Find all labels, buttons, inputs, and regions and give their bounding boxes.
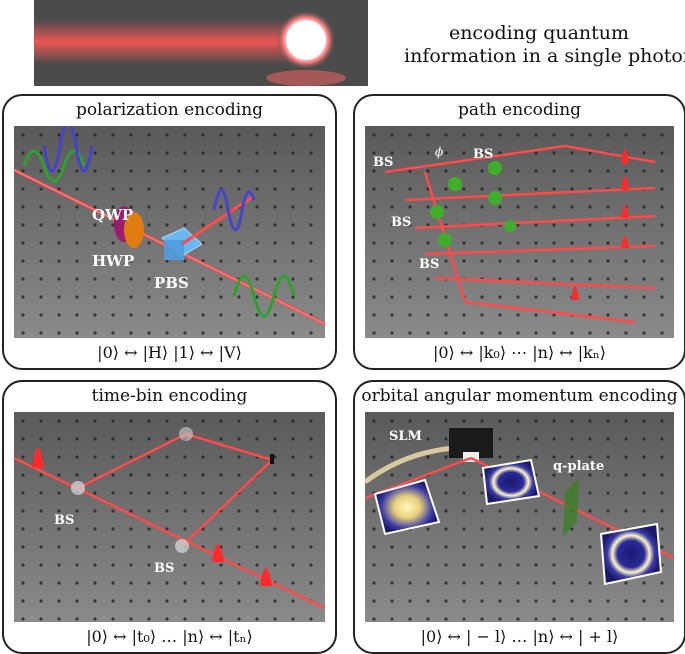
polarization-formula: |0⟩ ↔ |H⟩ |1⟩ ↔ |V⟩ bbox=[97, 343, 242, 362]
polarization-panel: polarization encoding bbox=[2, 94, 337, 370]
oam-scene: SLM q-plate bbox=[365, 412, 674, 622]
output-pulses bbox=[571, 149, 629, 300]
timebin-diagram: BS BS bbox=[14, 412, 325, 622]
q-plate-element bbox=[563, 478, 579, 536]
photon-hero-image bbox=[34, 0, 368, 86]
page-title: encoding quantum information in a single… bbox=[404, 22, 685, 68]
polarization-title: polarization encoding bbox=[75, 100, 264, 120]
timebin-formula: |0⟩ ↔ |t₀⟩ … |n⟩ ↔ |tₙ⟩ bbox=[86, 627, 253, 646]
wave-horizontal bbox=[22, 149, 86, 183]
path-title: path encoding bbox=[457, 100, 582, 120]
oam-formula: |0⟩ ↔ | − l⟩ … |n⟩ ↔ | + l⟩ bbox=[420, 627, 619, 646]
time-pulses bbox=[32, 448, 272, 586]
qplate-label: q-plate bbox=[553, 459, 604, 474]
photon-beam-graphic bbox=[34, 10, 346, 86]
oam-title: orbital angular momentum encoding bbox=[361, 386, 678, 406]
oam-panel: orbital angular momentum encoding bbox=[353, 380, 685, 654]
path-formula: |0⟩ ↔ |k₀⟩ ⋯ |n⟩ ↔ |kₙ⟩ bbox=[432, 343, 607, 362]
path-panel: path encoding bbox=[353, 94, 685, 370]
polarization-diagram: QWP HWP PBS bbox=[14, 126, 325, 338]
timebin-title: time-bin encoding bbox=[91, 386, 248, 406]
wave-vertical bbox=[42, 126, 94, 173]
bs-label-1: BS bbox=[373, 155, 393, 170]
qwp-label: QWP bbox=[92, 206, 133, 224]
hwp-label: HWP bbox=[92, 252, 134, 270]
timebin-scene: BS BS bbox=[14, 412, 325, 622]
title-line-2: information in a single photon bbox=[404, 45, 685, 67]
phi-label: ϕ bbox=[435, 145, 443, 159]
path-scene: BS BS BS BS ϕ bbox=[365, 126, 674, 338]
title-line-1: encoding quantum bbox=[448, 22, 630, 44]
interferometer-paths bbox=[14, 432, 325, 610]
donut-mode-plate-2 bbox=[599, 522, 663, 586]
slm-label: SLM bbox=[389, 429, 422, 444]
path-diagram: BS BS BS BS ϕ bbox=[365, 126, 674, 338]
donut-mode-plate bbox=[481, 458, 541, 506]
oam-diagram: SLM q-plate bbox=[365, 412, 674, 622]
hwp-plate bbox=[124, 212, 144, 248]
bs-label-4: BS bbox=[419, 257, 439, 272]
pbs-label: PBS bbox=[154, 274, 189, 292]
bs-label-2: BS bbox=[154, 561, 174, 576]
polarization-scene: QWP HWP PBS bbox=[14, 126, 325, 338]
timebin-panel: time-bin encoding bbox=[2, 380, 337, 654]
bs-label-2: BS bbox=[473, 147, 493, 162]
bs-label-1: BS bbox=[54, 513, 74, 528]
bs-label-3: BS bbox=[391, 215, 411, 230]
gaussian-mode-plate bbox=[373, 478, 441, 536]
